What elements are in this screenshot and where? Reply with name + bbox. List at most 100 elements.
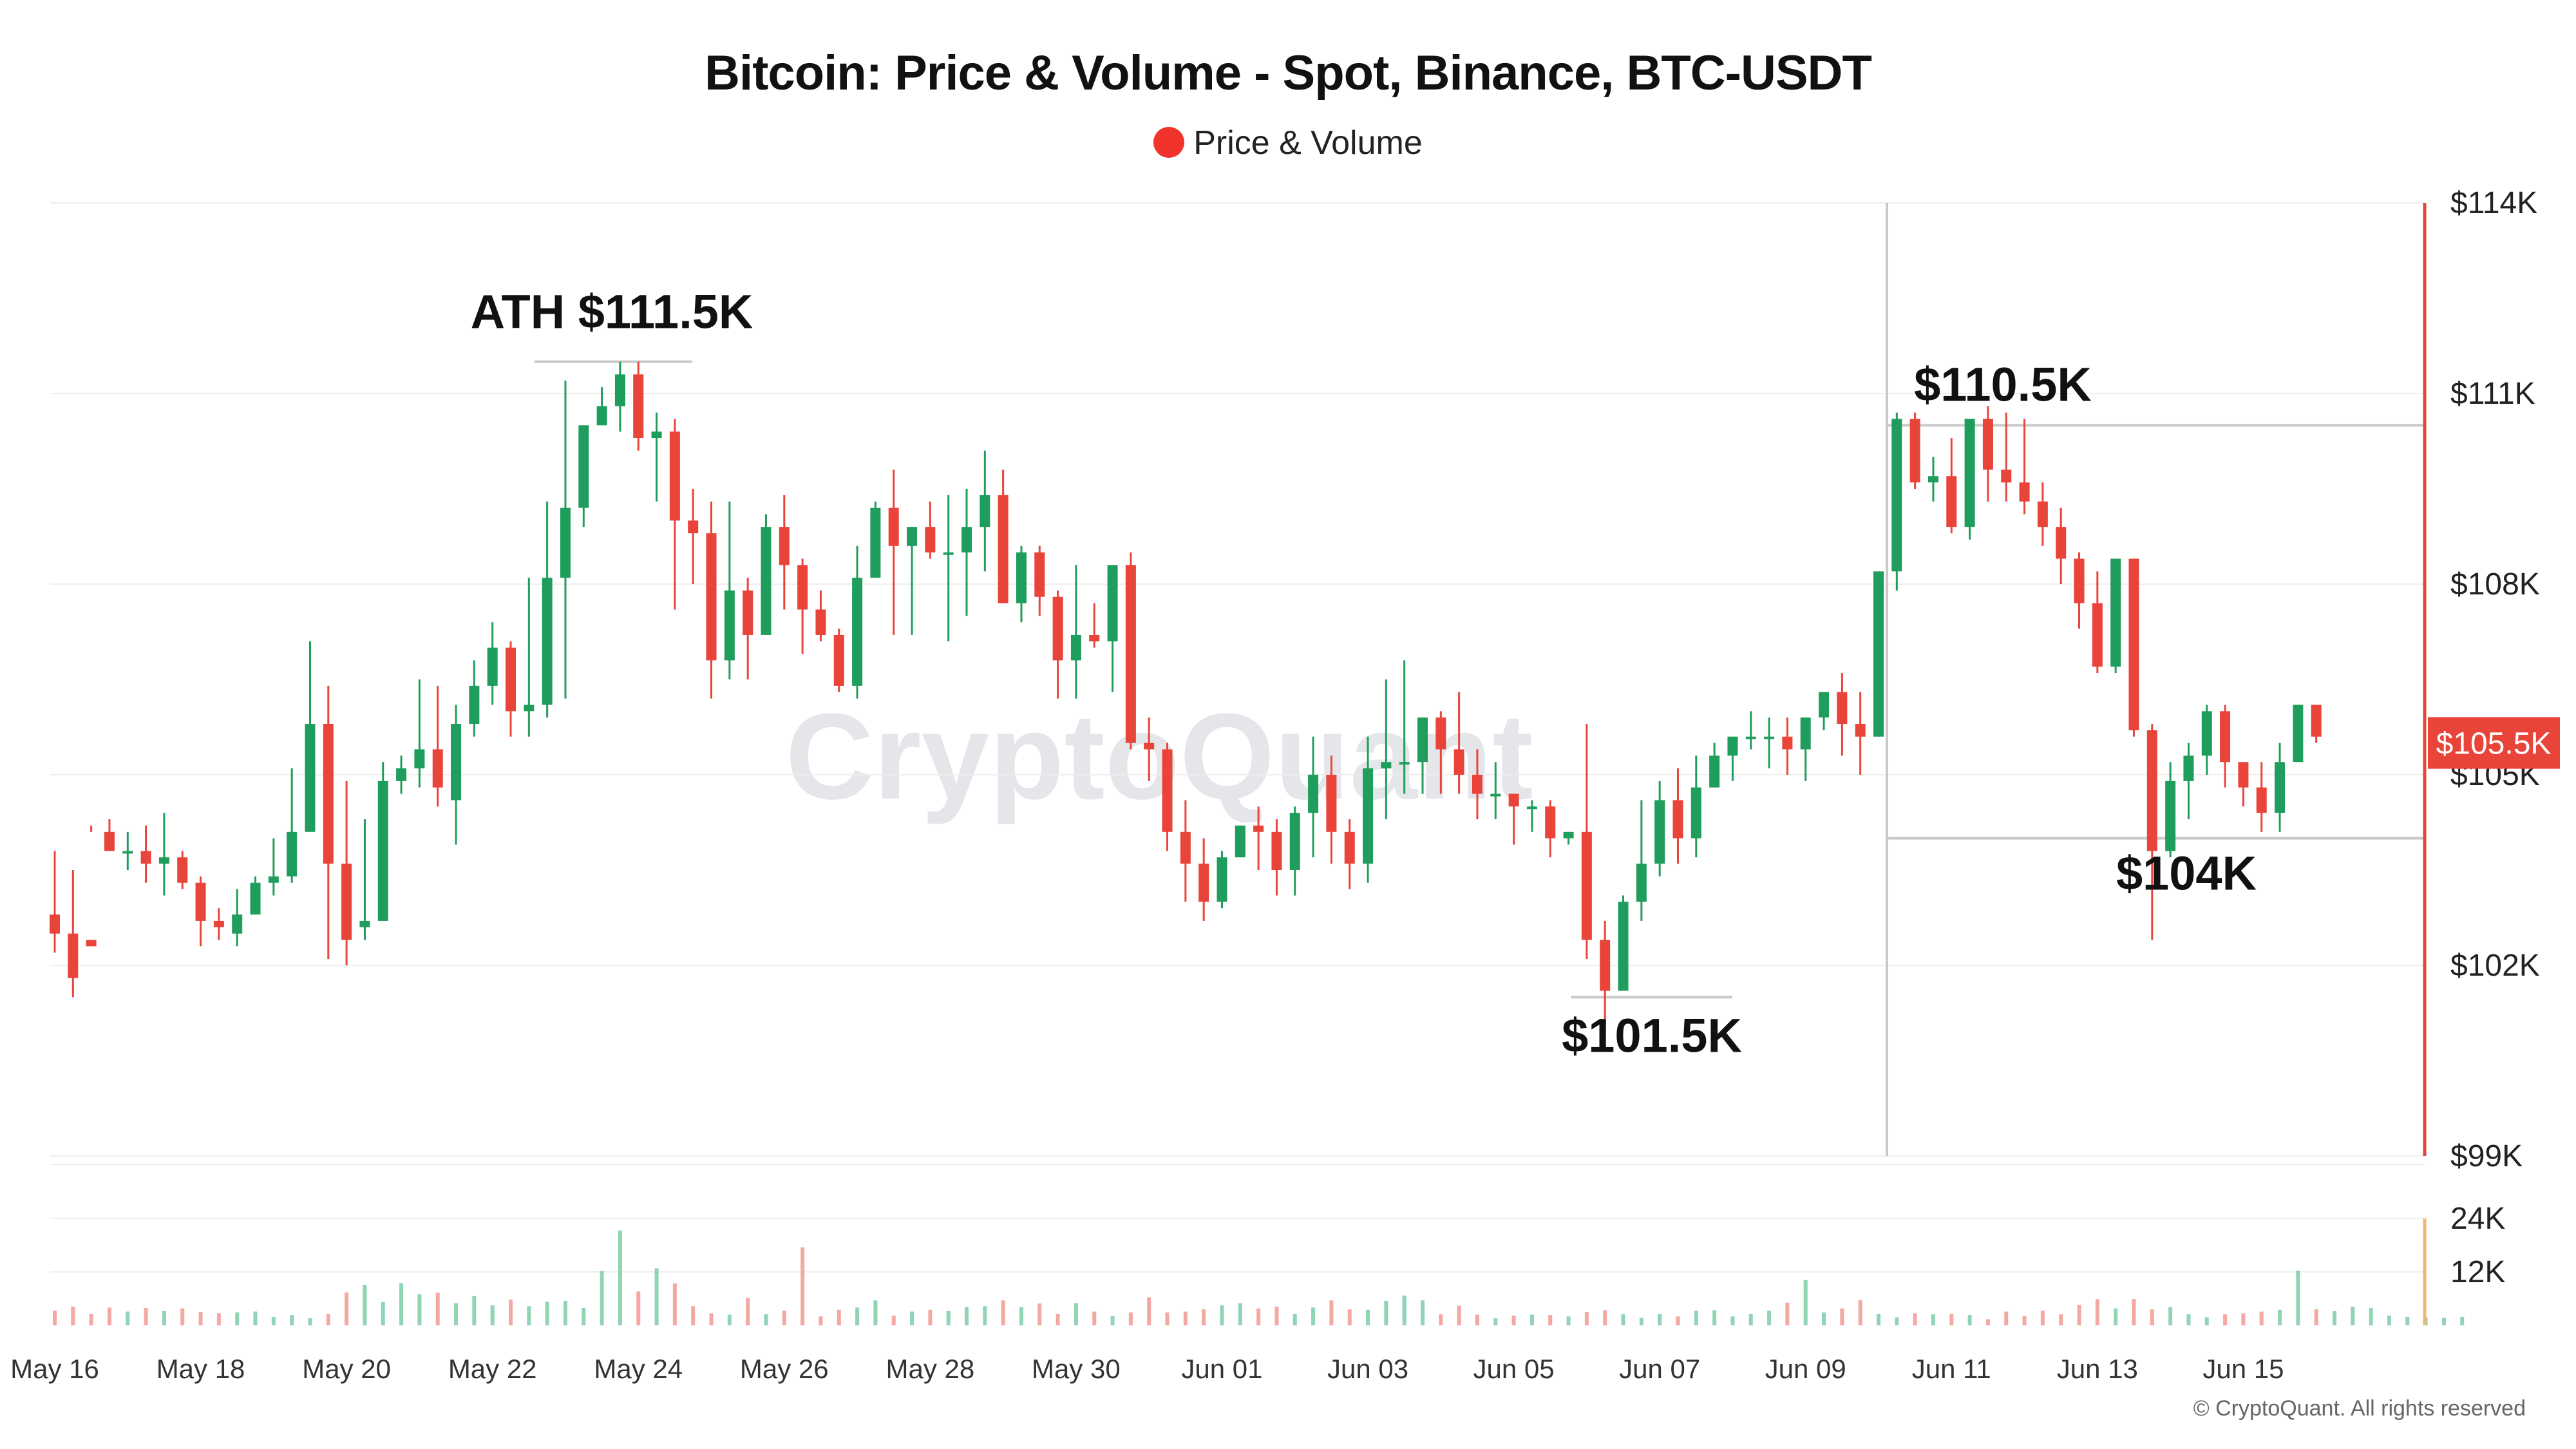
volume-bar — [1949, 1314, 1954, 1325]
volume-bar — [1402, 1295, 1406, 1325]
volume-bars — [53, 1230, 2465, 1325]
candle-body — [925, 527, 936, 553]
volume-bar — [1548, 1315, 1553, 1325]
volume-bar — [107, 1307, 111, 1325]
volume-bar — [89, 1314, 93, 1325]
candle-body — [1636, 864, 1647, 902]
volume-bar — [600, 1271, 604, 1325]
candle-body — [377, 781, 388, 921]
candle-body — [1052, 596, 1063, 661]
volume-bar — [855, 1307, 860, 1325]
candle-body — [359, 920, 370, 927]
legend[interactable]: Price & Volume — [0, 124, 2576, 162]
volume-bar — [1421, 1300, 1425, 1325]
candle-body — [524, 705, 535, 712]
volume-bar — [727, 1314, 732, 1325]
volume-bar — [563, 1300, 567, 1325]
candle-body — [2293, 705, 2304, 762]
volume-bar — [2095, 1299, 2099, 1325]
volume-bar — [509, 1299, 513, 1325]
candle-body — [1399, 762, 1410, 765]
volume-bar — [2333, 1311, 2336, 1325]
volume-bar — [1457, 1305, 1461, 1325]
volume-bar — [2296, 1270, 2300, 1325]
candle-body — [688, 520, 699, 534]
volume-bar — [1238, 1303, 1242, 1325]
candle-body — [2019, 482, 2030, 502]
candle-body — [651, 431, 662, 439]
candle-body — [833, 634, 844, 686]
volume-bar — [910, 1311, 914, 1325]
volume-bar — [180, 1308, 185, 1325]
volume-bar — [417, 1294, 422, 1325]
volume-bar — [271, 1316, 276, 1325]
volume-bar — [2223, 1314, 2228, 1325]
volume-bar — [1785, 1302, 1790, 1325]
watermark: CryptoQuant — [785, 688, 1533, 825]
candle-body — [614, 374, 625, 406]
legend-label: Price & Volume — [1193, 124, 1423, 162]
volume-bar — [2059, 1314, 2063, 1325]
volume-bar — [1877, 1314, 1880, 1325]
volume-bar — [764, 1314, 768, 1325]
candle-body — [432, 749, 443, 788]
volume-bar — [2387, 1315, 2391, 1325]
candle-body — [743, 590, 753, 635]
volume-bar — [527, 1306, 531, 1325]
candle-body — [1800, 717, 1811, 750]
candle-body — [961, 527, 972, 553]
volume-bar — [381, 1302, 385, 1325]
x-tick-label: May 22 — [448, 1354, 537, 1384]
candle-body — [1909, 419, 1920, 483]
volume-bar — [1511, 1315, 1516, 1325]
volume-bar — [198, 1312, 203, 1325]
candle-body — [2275, 762, 2286, 813]
candle-body — [341, 864, 352, 940]
candle-body — [2201, 711, 2212, 756]
volume-bar — [1985, 1319, 1990, 1325]
volume-bar — [1001, 1300, 1005, 1325]
candle-body — [578, 425, 589, 508]
annotations: ATH $111.5K $110.5K $104K $101.5K — [471, 285, 2257, 1063]
candle-body — [1326, 775, 1337, 832]
candle-body — [1308, 775, 1319, 813]
copyright: © CryptoQuant. All rights reserved — [2193, 1396, 2526, 1421]
candle-body — [1417, 717, 1428, 762]
volume-bar — [2004, 1311, 2009, 1325]
candle-body — [1764, 736, 1775, 739]
candle-body — [2165, 781, 2176, 851]
volume-bar — [1165, 1312, 1170, 1325]
volume-bar — [1493, 1318, 1498, 1325]
candle-body — [1600, 940, 1611, 991]
volume-bar — [253, 1311, 258, 1325]
candle-body — [50, 914, 60, 934]
volume-bar — [873, 1300, 878, 1325]
volume-bar — [2278, 1309, 2282, 1325]
volume-bar — [691, 1306, 696, 1325]
x-tick-label: Jun 01 — [1181, 1354, 1262, 1384]
candle-body — [1070, 634, 1081, 661]
candle-body — [706, 533, 717, 661]
candle-body — [2220, 711, 2231, 762]
volume-bar — [1329, 1300, 1334, 1325]
candle-body — [1946, 476, 1957, 527]
candle-body — [250, 882, 261, 915]
volume-bar — [2040, 1311, 2045, 1325]
volume-bar — [2150, 1309, 2154, 1325]
volume-bar — [782, 1311, 786, 1325]
candle-body — [2074, 558, 2085, 603]
candle-body — [323, 724, 334, 864]
chart-title: Bitcoin: Price & Volume - Spot, Binance,… — [705, 46, 1872, 100]
volume-bar — [654, 1268, 659, 1325]
candle-body — [305, 724, 316, 832]
candle-body — [1125, 565, 1136, 743]
volume-bar — [2460, 1316, 2465, 1325]
volume-bar — [1056, 1314, 1060, 1325]
candle-body — [1490, 793, 1501, 797]
price-tick-label: $108K — [2450, 567, 2540, 601]
volume-bar — [1311, 1307, 1316, 1325]
volume-bar — [1566, 1316, 1571, 1325]
candle-body — [1089, 634, 1100, 641]
candle-body — [1381, 762, 1392, 769]
candle-body — [487, 647, 498, 686]
